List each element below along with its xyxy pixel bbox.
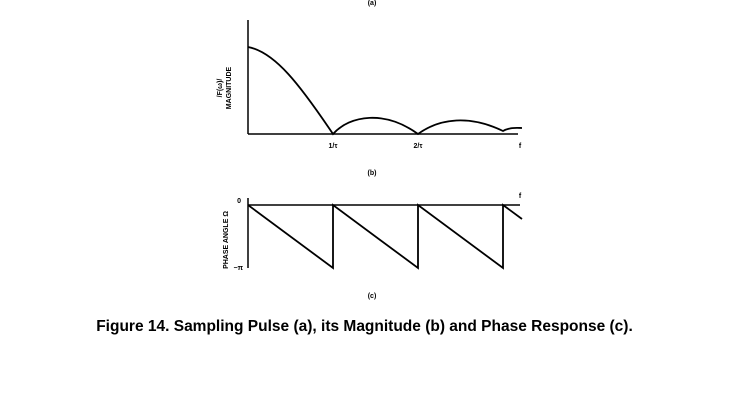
phase-axis-end-label: f — [519, 193, 522, 200]
phase-neg-pi-label: −π — [234, 265, 244, 272]
magnitude-tick-2: 2/τ — [414, 143, 424, 150]
magnitude-curve — [247, 46, 523, 136]
panel-a-label: (a) — [368, 0, 377, 7]
magnitude-ylabel-line1: /F(ω)/ — [217, 79, 224, 98]
phase-zero-label: 0 — [237, 198, 241, 205]
figure-caption: Figure 14. Sampling Pulse (a), its Magni… — [96, 318, 633, 335]
magnitude-ylabel-line2: MAGNITUDE — [226, 66, 233, 109]
phase-sawtooth — [247, 203, 523, 270]
panel-c-label: (c) — [368, 293, 377, 300]
panel-b-label: (b) — [368, 170, 377, 177]
magnitude-axis-end-label: f — [519, 143, 522, 150]
magnitude-plot: 1/τ 2/τ f /F(ω)/ MAGNITUDE — [217, 20, 523, 150]
magnitude-tick-1: 1/τ — [329, 143, 339, 150]
phase-plot: 0 −π f PHASE ANGLE Ω — [223, 193, 523, 272]
phase-ylabel: PHASE ANGLE Ω — [223, 211, 230, 269]
